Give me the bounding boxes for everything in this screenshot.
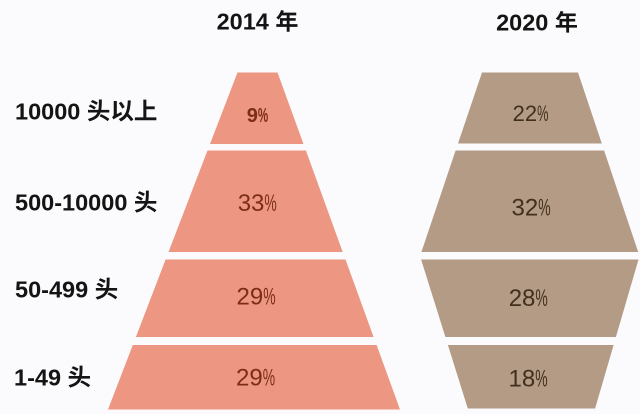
svg-text:%: % (537, 101, 548, 125)
svg-text:%: % (264, 190, 276, 217)
svg-text:%: % (535, 366, 547, 393)
svg-text:2014: 2014 (217, 9, 269, 35)
svg-text:29: 29 (237, 284, 264, 311)
svg-text:10000: 10000 (15, 98, 80, 124)
svg-text:9: 9 (247, 105, 258, 127)
svg-text:%: % (538, 195, 550, 222)
svg-text:18: 18 (509, 365, 536, 392)
svg-text:2020: 2020 (496, 10, 548, 36)
svg-text:28: 28 (509, 285, 536, 312)
svg-text:%: % (263, 365, 275, 392)
svg-text:%: % (535, 285, 547, 312)
svg-text:%: % (263, 284, 275, 311)
svg-text:33: 33 (238, 190, 265, 217)
svg-text:29: 29 (236, 364, 263, 391)
svg-text:22: 22 (513, 101, 537, 126)
svg-text:500-10000: 500-10000 (15, 190, 127, 216)
svg-text:1-49: 1-49 (14, 365, 61, 391)
svg-text:50-499: 50-499 (15, 277, 88, 303)
svg-text:%: % (258, 105, 269, 127)
svg-text:32: 32 (512, 195, 539, 222)
